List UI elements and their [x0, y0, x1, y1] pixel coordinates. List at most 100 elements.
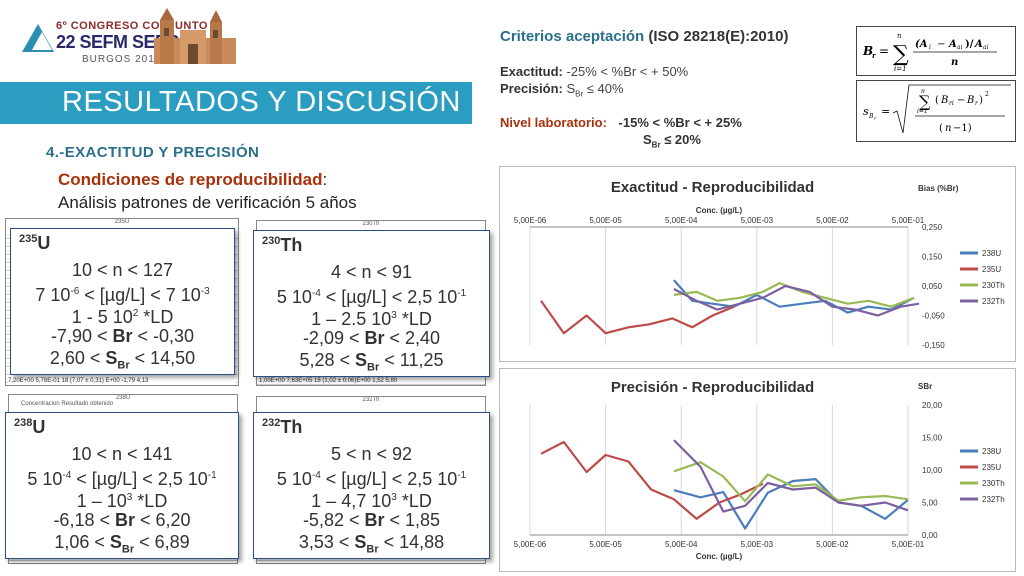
svg-text:n: n	[921, 88, 925, 95]
isotope-element: U	[32, 417, 46, 437]
nivel-label: Nivel laboratorio:	[500, 115, 607, 130]
nivel-2-post: ≤ 20%	[664, 132, 701, 147]
br-word: Br	[114, 510, 135, 530]
svg-text:A: A	[948, 39, 957, 50]
conc-b-sup: -1	[457, 288, 467, 299]
isotope-element: U	[37, 233, 51, 253]
conc-b-sup: -1	[207, 470, 217, 481]
precision-chart-plot: 5,00E-06 5,00E-05 5,00E-04 5,00E-03 5,00E-02…	[514, 382, 1005, 561]
y-axis-label: Bias (%Br)	[918, 184, 959, 193]
card-ld-range: 1 – 103 *LD	[6, 487, 238, 512]
s-word: S	[354, 532, 367, 552]
isotope-mass: 238	[14, 417, 33, 429]
conc-b: < [µg/L] < 7 10	[79, 285, 201, 305]
criteria-nivel: Nivel laboratorio: -15% < %Br < + 25%	[500, 115, 742, 130]
svg-text:n: n	[897, 32, 902, 40]
page-title: RESULTADOS Y DISCUSIÓN	[62, 86, 461, 118]
logo-triangle-inner-icon	[32, 32, 52, 50]
x-tick-label: 5,00E-04	[665, 216, 698, 225]
legend-label-238U: 238U	[982, 249, 1001, 258]
precision-post: ≤ 40%	[586, 81, 624, 96]
s-a: 2,60 <	[49, 348, 106, 368]
conditions-label: Condiciones de reproducibilidad	[58, 170, 323, 189]
isotope-label: 230Th	[262, 235, 302, 256]
criteria-heading: Criterios aceptación (ISO 28218(E):2010)	[500, 28, 788, 45]
section-heading: 4.-EXACTITUD Y PRECISIÓN	[46, 144, 260, 161]
card-br-range: -2,09 < Br < 2,40	[254, 327, 489, 349]
svg-text:B: B	[966, 95, 974, 106]
table-footer-row: 7,20E+00 5,78E-01 18 (7,07 ± 0,31) E+00 …	[8, 378, 236, 384]
svg-text:): )	[979, 95, 983, 106]
card-n-range: 4 < n < 91	[330, 262, 413, 282]
x-axis-label: Conc. (µg/L)	[696, 206, 743, 215]
card-n-range: 5 < n < 92	[330, 444, 413, 464]
ld-a: 1 - 5 10	[71, 307, 133, 327]
s-a: 3,53 <	[298, 532, 355, 552]
conc-b-sup: -3	[200, 286, 210, 297]
y-tick-label: 0,050	[922, 282, 943, 291]
x-tick-label: 5,00E-01	[892, 540, 925, 549]
br-b: < 6,20	[135, 510, 191, 530]
legend-label-232Th: 232Th	[982, 495, 1005, 504]
svg-text:A: A	[974, 39, 983, 50]
card-conc-range: 5 10-4 < [µg/L] < 2,5 10-1	[6, 465, 238, 490]
s-sub: Br	[366, 543, 379, 556]
ld-a: 1 – 2.5 10	[311, 309, 392, 329]
y-tick-label: 0,150	[922, 253, 943, 262]
svg-text:B: B	[868, 113, 874, 120]
svg-text:(A: (A	[915, 39, 928, 50]
nivel-2: SBr ≤ 20%	[643, 132, 701, 150]
ld-b: *LD	[138, 307, 174, 327]
table-footer-row: 1,00E+00 7,63E+05 18 (1,02 ± 0,06)E+00 1…	[259, 378, 483, 384]
table-title: 232Th	[362, 397, 380, 403]
nivel-2-pre: S	[643, 132, 652, 147]
x-tick-label: 5,00E-02	[816, 216, 849, 225]
y-tick-label: -0,150	[922, 341, 945, 350]
card-ld-range: 1 - 5 102 *LD	[11, 303, 234, 328]
criteria-exactitud: Exactitud: -25% < %Br < + 50%	[500, 64, 688, 79]
card-conc-range: 5 10-4 < [µg/L] < 2,5 10-1	[254, 465, 489, 490]
x-tick-label: 5,00E-02	[816, 540, 849, 549]
br-a: -7,90 <	[50, 326, 113, 346]
conditions-heading: Condiciones de reproducibilidad:	[58, 170, 327, 190]
br-a: -6,18 <	[53, 510, 115, 530]
precision-pre: S	[566, 81, 576, 96]
isotope-element: Th	[280, 417, 303, 437]
y-tick-label: 0,250	[922, 223, 943, 232]
svg-text:=: =	[879, 44, 889, 58]
x-tick-label: 5,00E-06	[514, 540, 547, 549]
svg-text:i: i	[929, 44, 931, 51]
svg-text:−1): −1)	[953, 123, 972, 134]
nivel-2-sub: Br	[651, 140, 661, 150]
svg-text:ri: ri	[949, 100, 954, 107]
chart-title: Exactitud - Reproducibilidad	[610, 179, 815, 196]
svg-text:B: B	[862, 44, 873, 58]
ld-b: *LD	[132, 491, 168, 511]
conc-a: 5 10	[276, 287, 312, 307]
svg-text:r: r	[975, 100, 979, 107]
conditions-colon: :	[322, 170, 328, 189]
conc-a: 5 10	[276, 469, 312, 489]
svg-text:=: =	[881, 105, 890, 118]
y-axis-label: SBr	[918, 382, 932, 391]
isotope-mass: 232	[262, 417, 281, 429]
svg-text:r: r	[874, 116, 877, 122]
conc-b: < [µg/L] < 2,5 10	[320, 469, 458, 489]
svg-text:∑: ∑	[919, 92, 931, 111]
table-title: 235U	[114, 219, 130, 225]
card-sbr-range: 2,60 < SBr < 14,50	[11, 347, 234, 377]
x-tick-label: 5,00E-04	[665, 540, 698, 549]
y-tick-label: 0,00	[922, 531, 938, 540]
br-b: < 2,40	[384, 328, 441, 348]
br-b: < 1,85	[384, 510, 441, 530]
br-b: < -0,30	[132, 326, 195, 346]
std-formula-image: s B r = ∑ n i=1 ( B ri − B r ) 2 ( n −1)	[856, 80, 1016, 142]
br-a: -2,09 <	[302, 328, 365, 348]
br-word: Br	[364, 510, 385, 530]
svg-text:)/: )/	[965, 39, 974, 50]
legend-label-230Th: 230Th	[982, 281, 1005, 290]
conc-a-sup: -6	[70, 286, 80, 297]
s-word: S	[105, 348, 118, 368]
isotope-label: 238U	[14, 417, 45, 438]
svg-text:r: r	[872, 51, 877, 60]
